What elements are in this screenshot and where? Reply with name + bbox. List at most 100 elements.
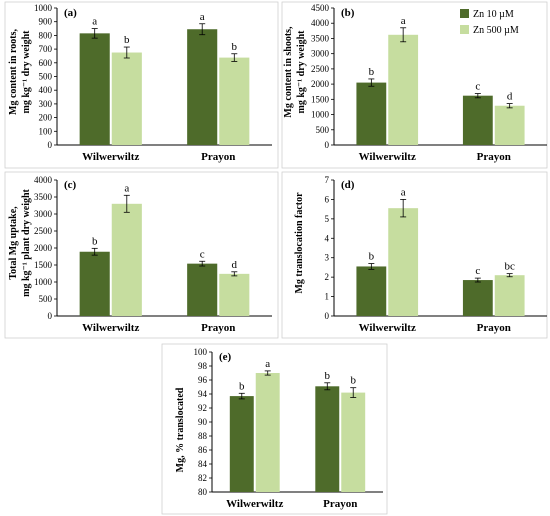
- panel-c-ytick-label: 500: [39, 294, 53, 304]
- panel-c-category-label: Wilwerwiltz: [82, 322, 139, 334]
- panel-d-significance-letter: bc: [504, 261, 515, 273]
- panel-e-ytick-label: 82: [198, 473, 207, 483]
- panel-d-bar: [356, 266, 387, 316]
- panel-b-significance-letter: a: [401, 15, 406, 27]
- panel-a-category-label: Wilwerwiltz: [82, 151, 139, 163]
- panel-b-bar: [462, 95, 493, 145]
- legend-swatch-zn10: [460, 9, 469, 18]
- panel-e-frame: [161, 343, 388, 515]
- panel-c-ytick-label: 4000: [34, 175, 53, 185]
- panel-e-ytick-label: 100: [194, 347, 208, 357]
- legend-label-zn10: Zn 10 µM: [473, 9, 514, 20]
- panel-c-bar: [187, 263, 218, 316]
- panel-d-ytick-label: 4: [325, 233, 330, 243]
- panel-a-bar: [111, 52, 142, 145]
- panel-e-bar: [255, 373, 280, 492]
- panel-d-significance-letter: c: [475, 265, 480, 277]
- panel-a-significance-letter: b: [124, 34, 130, 46]
- panel-c-ylabel-line2: mg kg⁻¹ plant dry weight: [21, 188, 32, 296]
- panel-e-significance-letter: b: [325, 370, 331, 382]
- panel-b-ytick-label: 4500: [311, 3, 330, 13]
- panel-c-ytick-label: 3000: [34, 209, 53, 219]
- panel-e-ytick-label: 98: [198, 361, 208, 371]
- panel-b-bar: [356, 82, 387, 145]
- panel-e-ytick-label: 92: [198, 403, 207, 413]
- panel-c-significance-letter: c: [200, 248, 205, 260]
- legend: Zn 10 µM Zn 500 µM: [460, 9, 519, 36]
- panel-c-ytick-label: 2000: [34, 243, 53, 253]
- panel-c-bar: [219, 273, 250, 316]
- panel-a-ytick-label: 1000: [34, 3, 53, 13]
- panel-a-ylabel-line2: mg kg⁻¹ dry weight: [21, 30, 32, 114]
- panel-b-ytick-label: 2000: [311, 79, 330, 89]
- panel-c-bar: [79, 251, 110, 316]
- panel-a-label: (a): [64, 7, 77, 19]
- panel-c-ytick-label: 2500: [34, 226, 53, 236]
- panel-c-ylabel-line1: Total Mg uptake,: [8, 206, 19, 280]
- panel-d-ytick-label: 3: [325, 253, 330, 263]
- panel-e: Mg, % translocated 80 82 84 86 88 90 92 94 96 98 1…: [161, 343, 388, 515]
- panel-c-significance-letter: a: [124, 182, 129, 194]
- panel-a-ylabel-line1: Mg content in roots,: [8, 29, 19, 115]
- panel-e-ytick-label: 88: [198, 431, 208, 441]
- panel-c-ytick-label: 1500: [34, 260, 53, 270]
- panel-c-significance-letter: b: [92, 235, 98, 247]
- panel-a-ytick-label: 100: [39, 126, 53, 136]
- panel-e-plot: 80 82 84 86 88 90 92 94 96 98 100 (e) b a Wilwerwiltz b…: [194, 347, 383, 510]
- panel-b-ytick-label: 4000: [311, 18, 330, 28]
- panel-e-ytick-label: 90: [198, 417, 208, 427]
- panel-b: Mg content in shoots, mg kg⁻¹ dry weight…: [281, 1, 548, 169]
- panel-e-significance-letter: b: [350, 375, 356, 387]
- panel-d-significance-letter: a: [401, 186, 406, 198]
- panel-e-category-label: Prayon: [323, 498, 357, 510]
- panel-c-ytick-label: 3500: [34, 192, 53, 202]
- panel-d-ytick-label: 0: [325, 311, 330, 321]
- panel-a-significance-letter: a: [200, 11, 205, 23]
- panel-b-label: (b): [341, 7, 355, 19]
- panel-d-bar: [494, 275, 525, 316]
- panel-d-label: (d): [341, 179, 355, 191]
- panel-a-ytick-label: 800: [39, 30, 53, 40]
- panel-a-ytick-label: 200: [39, 113, 53, 123]
- panel-e-bar: [341, 392, 366, 492]
- panel-a-frame: [4, 1, 279, 169]
- panel-b-category-label: Wilwerwiltz: [359, 151, 416, 163]
- panel-c-ytick-label: 0: [48, 311, 53, 321]
- panel-a-ytick-label: 400: [39, 85, 53, 95]
- panel-e-bar: [229, 396, 254, 492]
- panel-d-bar: [388, 208, 419, 316]
- panel-b-ytick-label: 500: [316, 125, 330, 135]
- panel-a-bar: [187, 29, 218, 145]
- panel-e-significance-letter: a: [265, 358, 270, 370]
- panel-e-label: (e): [219, 351, 232, 363]
- panel-b-category-label: Prayon: [477, 151, 511, 163]
- panel-a-ytick-label: 600: [39, 58, 53, 68]
- panel-b-ytick-label: 1000: [311, 110, 330, 120]
- panel-e-ytick-label: 96: [198, 375, 208, 385]
- panel-a-plot: 0 100 200 300 400 500 600 700 800 900 1000 (a) a b Wil…: [34, 3, 272, 163]
- panel-c-category-label: Prayon: [201, 322, 235, 334]
- panel-d-ytick-label: 7: [325, 175, 330, 185]
- panel-b-ytick-label: 3500: [311, 33, 330, 43]
- panel-a-ytick-label: 0: [48, 140, 53, 150]
- panel-d-significance-letter: b: [369, 251, 375, 263]
- panel-c-label: (c): [64, 179, 77, 191]
- panel-b-ylabel-line2: mg kg⁻¹ dry weight: [296, 30, 307, 114]
- panel-b-bar: [388, 34, 419, 146]
- panel-b-significance-letter: b: [369, 66, 375, 78]
- panel-d-frame: [281, 171, 548, 339]
- panel-b-bar: [494, 105, 525, 145]
- panel-b-ytick-label: 3000: [311, 49, 330, 59]
- panel-c-bar: [111, 203, 142, 316]
- panel-a-bar: [79, 33, 110, 145]
- panel-e-ylabel: Mg, % translocated: [175, 387, 186, 472]
- panel-a-significance-letter: a: [92, 16, 97, 28]
- panel-c: Total Mg uptake, mg kg⁻¹ plant dry weigh…: [4, 171, 279, 339]
- panel-c-frame: [4, 171, 279, 339]
- panel-d-ytick-label: 6: [325, 194, 330, 204]
- panel-b-frame: [281, 1, 548, 169]
- panel-a-category-label: Prayon: [201, 151, 235, 163]
- panel-e-significance-letter: b: [239, 380, 245, 392]
- panel-d-category-label: Prayon: [477, 322, 511, 334]
